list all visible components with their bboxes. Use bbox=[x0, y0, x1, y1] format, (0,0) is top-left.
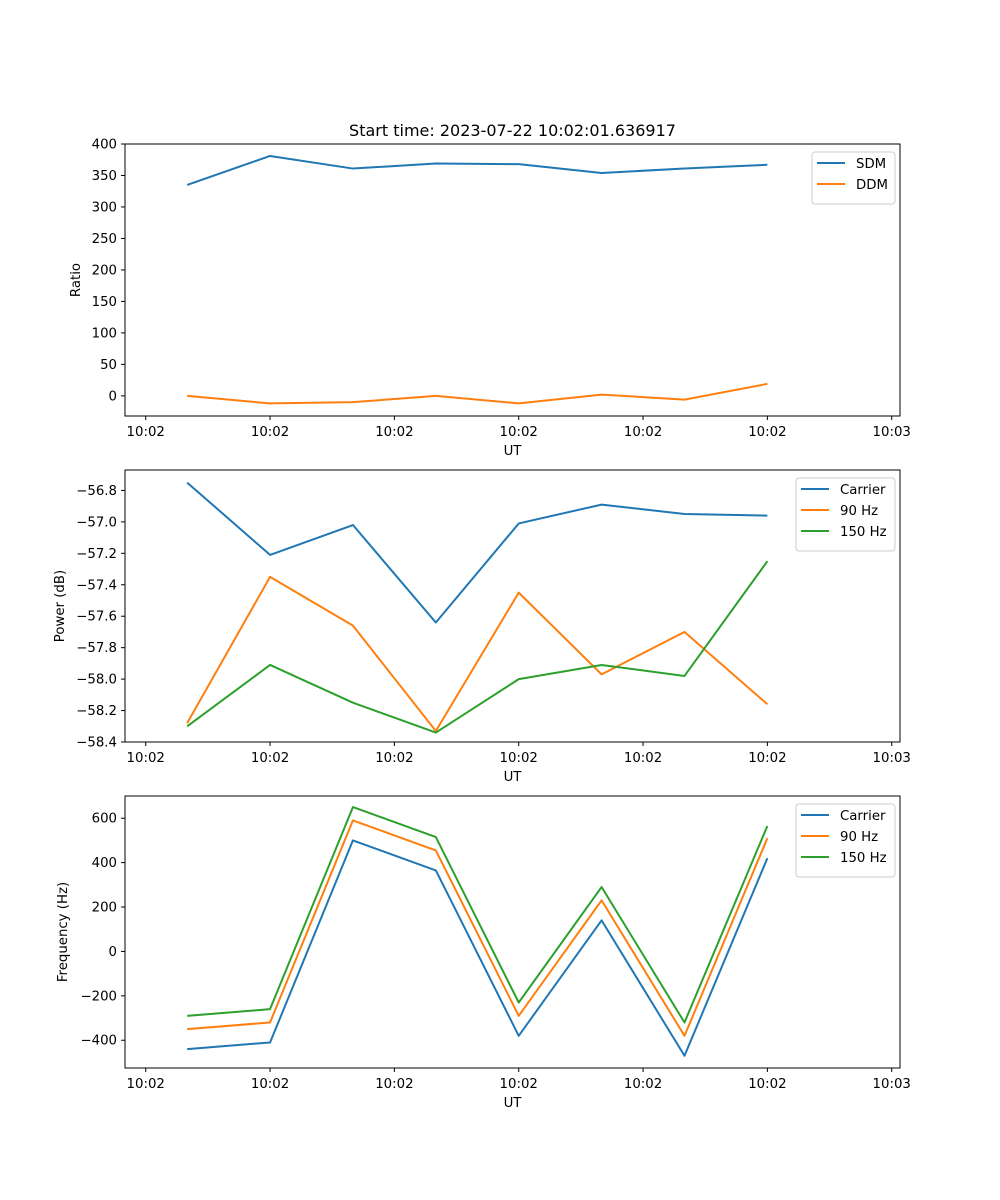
legend: SDM DDM bbox=[811, 151, 896, 205]
y-tick-label: −58.0 bbox=[76, 673, 117, 688]
y-tick-label: −200 bbox=[80, 989, 117, 1004]
legend-label: DDM bbox=[856, 178, 888, 193]
y-axis-label: Ratio bbox=[69, 263, 84, 297]
legend-label: 150 Hz bbox=[840, 851, 887, 866]
legend-label: Carrier bbox=[840, 809, 886, 824]
y-tick-label: 400 bbox=[92, 138, 117, 153]
series-line-carrier bbox=[187, 839, 769, 1057]
x-tick-label: 10:02 bbox=[375, 751, 413, 766]
subplot-2: −58.4 −58.2 −58.0 −57.8 −57.6 −57.4 −57.2 −57.0… bbox=[53, 469, 911, 785]
x-tick-label: 10:02 bbox=[127, 425, 165, 440]
x-tick-label: 10:03 bbox=[873, 1077, 911, 1092]
series-line-90-hz bbox=[187, 819, 769, 1037]
y-tick-label: 200 bbox=[92, 901, 117, 916]
series-line-carrier bbox=[186, 481, 768, 624]
series-line-ddm bbox=[187, 382, 768, 405]
x-tick-label: 10:03 bbox=[873, 425, 911, 440]
legend-label: SDM bbox=[856, 157, 886, 172]
legend-box bbox=[795, 477, 896, 552]
y-tick-label: −57.2 bbox=[76, 547, 117, 562]
x-tick-label: 10:02 bbox=[251, 1077, 289, 1092]
x-tick-label: 10:02 bbox=[624, 1077, 662, 1092]
x-tick-label: 10:02 bbox=[251, 425, 289, 440]
y-tick-label: −58.2 bbox=[76, 704, 117, 719]
y-tick-label: −57.6 bbox=[76, 610, 117, 625]
axes-frame bbox=[124, 143, 901, 417]
y-tick-label: 200 bbox=[92, 263, 117, 278]
legend: Carrier 90 Hz 150 Hz bbox=[795, 803, 896, 878]
x-tick-label: 10:02 bbox=[127, 751, 165, 766]
y-tick-label: −57.8 bbox=[76, 641, 117, 656]
series-line-sdm bbox=[186, 154, 768, 186]
legend-label: 90 Hz bbox=[840, 830, 878, 845]
y-tick-label: −57.4 bbox=[76, 578, 117, 593]
axes-frame bbox=[124, 469, 901, 743]
x-tick-label: 10:02 bbox=[748, 1077, 786, 1092]
x-tick-label: 10:02 bbox=[500, 751, 538, 766]
x-tick-label: 10:02 bbox=[624, 425, 662, 440]
series-line-90-hz bbox=[186, 575, 769, 732]
series-line-150-hz bbox=[186, 560, 769, 734]
subplot-1: 0 50 100 150 200 250 300 350 400 10:02 10:02 10:02 1… bbox=[69, 138, 911, 460]
y-axis-label: Power (dB) bbox=[53, 570, 68, 642]
x-tick-label: 10:02 bbox=[251, 751, 289, 766]
legend-box bbox=[811, 151, 896, 205]
y-tick-label: −400 bbox=[80, 1034, 117, 1049]
axes-frame bbox=[124, 795, 901, 1069]
x-tick-label: 10:02 bbox=[748, 751, 786, 766]
subplot-3: −400 −200 0 200 400 600 10:02 10:02 10:02 10:02 10… bbox=[56, 795, 911, 1111]
y-tick-label: −56.8 bbox=[76, 484, 117, 499]
x-axis-label: UT bbox=[504, 444, 523, 459]
subplots: 0 50 100 150 200 250 300 350 400 10:02 10:02 10:02 1… bbox=[53, 138, 911, 1112]
x-tick-label: 10:02 bbox=[500, 425, 538, 440]
y-tick-label: 0 bbox=[109, 945, 117, 960]
legend: Carrier 90 Hz 150 Hz bbox=[795, 477, 896, 552]
y-axis-label: Frequency (Hz) bbox=[56, 882, 71, 982]
x-tick-label: 10:02 bbox=[375, 425, 413, 440]
legend-label: 150 Hz bbox=[840, 525, 887, 540]
x-tick-label: 10:03 bbox=[873, 751, 911, 766]
legend-label: 90 Hz bbox=[840, 504, 878, 519]
figure-title: Start time: 2023-07-22 10:02:01.636917 bbox=[349, 121, 676, 140]
y-tick-label: 100 bbox=[92, 326, 117, 341]
x-axis-label: UT bbox=[504, 1096, 523, 1111]
x-tick-label: 10:02 bbox=[748, 425, 786, 440]
legend-box bbox=[795, 803, 896, 878]
y-tick-label: 600 bbox=[92, 812, 117, 827]
y-tick-label: 50 bbox=[100, 358, 117, 373]
x-axis-label: UT bbox=[504, 770, 523, 785]
y-tick-label: 350 bbox=[92, 169, 117, 184]
y-tick-label: 150 bbox=[92, 295, 117, 310]
y-tick-label: −58.4 bbox=[76, 736, 117, 751]
y-tick-label: 400 bbox=[92, 856, 117, 871]
legend-label: Carrier bbox=[840, 483, 886, 498]
x-tick-label: 10:02 bbox=[375, 1077, 413, 1092]
x-tick-label: 10:02 bbox=[127, 1077, 165, 1092]
y-tick-label: 250 bbox=[92, 232, 117, 247]
y-tick-label: −57.0 bbox=[76, 515, 117, 530]
x-tick-label: 10:02 bbox=[500, 1077, 538, 1092]
y-tick-label: 0 bbox=[109, 389, 117, 404]
series-line-150-hz bbox=[187, 806, 769, 1024]
x-tick-label: 10:02 bbox=[624, 751, 662, 766]
y-tick-label: 300 bbox=[92, 200, 117, 215]
